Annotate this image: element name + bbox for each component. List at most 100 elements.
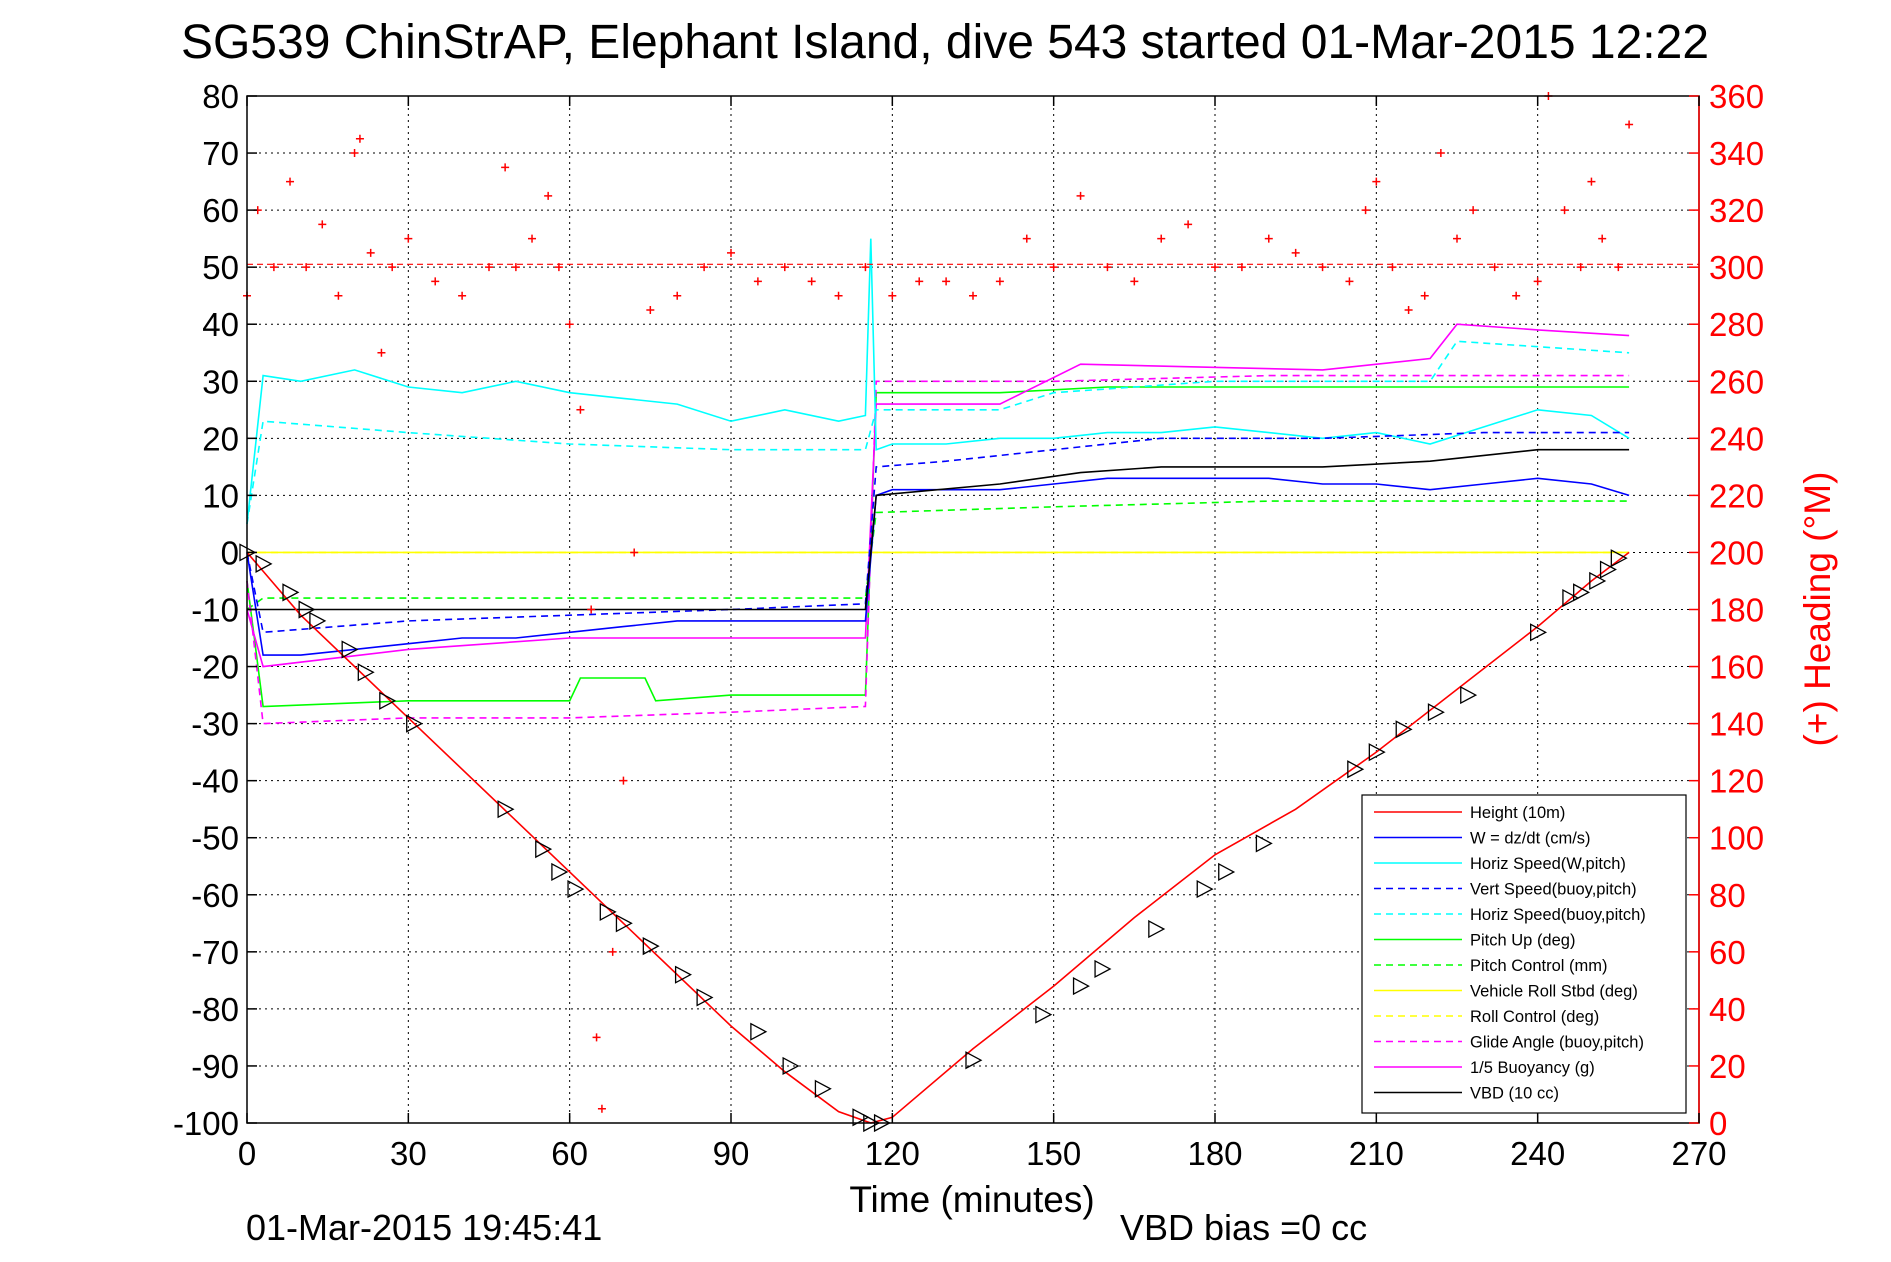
series-line-vbd: [247, 448, 1630, 611]
y-axis-left: 80 70 60 50 40 30 20 10 0 -10 -20 -30 -40 -50 -60 -70 -8…: [173, 78, 257, 1142]
heading-point: [1076, 191, 1085, 200]
heading-point: [1184, 220, 1193, 229]
y-right-tick-label: 260: [1709, 363, 1764, 400]
heading-point: [565, 320, 574, 329]
height-marker: [750, 1022, 768, 1041]
y-right-tick-label: 20: [1709, 1048, 1746, 1085]
x-tick-label: 30: [390, 1135, 427, 1172]
height-marker: [551, 862, 569, 882]
heading-point: [501, 163, 510, 172]
x-tick-label: 0: [238, 1135, 256, 1172]
height-marker: [1427, 703, 1445, 722]
y-tick-label: -40: [191, 763, 239, 800]
height-marker: [1460, 685, 1478, 705]
y-tick-label: 50: [202, 249, 239, 286]
heading-point: [673, 291, 682, 300]
series-line-horiz_speed_w: [246, 238, 1630, 524]
heading-layer: [243, 92, 1699, 1113]
y-axis-right: 3603403203002802602402202001801601401201…: [1689, 78, 1764, 1142]
heading-point: [576, 405, 585, 414]
legend-label: Pitch Control (mm): [1470, 957, 1608, 975]
legend-label: W = dz/dt (cm/s): [1470, 830, 1591, 848]
y-right-tick-label: 40: [1709, 991, 1746, 1028]
height-marker: [298, 600, 316, 619]
height-marker: [1255, 834, 1273, 853]
heading-point: [753, 277, 762, 286]
heading-point: [1614, 263, 1623, 272]
heading-point: [544, 191, 553, 200]
heading-point: [1587, 177, 1596, 186]
y-right-tick-label: 300: [1709, 249, 1764, 286]
height-marker: [696, 988, 714, 1007]
height-marker: [615, 914, 633, 933]
y-tick-label: -60: [191, 877, 239, 914]
heading-point: [1420, 291, 1429, 300]
y-right-tick-label: 100: [1709, 820, 1764, 857]
heading-point: [587, 605, 596, 614]
heading-point: [1318, 263, 1327, 272]
footer-timestamp: 01-Mar-2015 19:45:41: [246, 1207, 602, 1248]
heading-point: [834, 291, 843, 300]
x-tick-label: 270: [1671, 1135, 1726, 1172]
heading-point: [334, 291, 343, 300]
heading-point: [592, 1033, 601, 1042]
heading-point: [619, 776, 628, 785]
height-marker: [1573, 583, 1591, 602]
legend-label: Glide Angle (buoy,pitch): [1470, 1034, 1644, 1052]
heading-point: [630, 548, 639, 557]
heading-point: [554, 263, 563, 272]
legend-label: VBD (10 cc): [1470, 1085, 1559, 1103]
heading-point: [1436, 149, 1445, 158]
heading-point: [366, 248, 375, 257]
y-tick-label: 30: [202, 363, 239, 400]
series-line-buoyancy: [246, 323, 1630, 668]
legend-label: Roll Control (deg): [1470, 1008, 1599, 1026]
x-tick-label: 60: [551, 1135, 588, 1172]
x-tick-label: 180: [1187, 1135, 1242, 1172]
heading-point: [511, 263, 520, 272]
y-right-tick-label: 320: [1709, 192, 1764, 229]
heading-point: [597, 1104, 606, 1113]
series-layer: [246, 238, 1630, 1124]
height-marker: [642, 937, 660, 956]
heading-point: [1453, 234, 1461, 243]
heading-point: [1560, 206, 1569, 215]
series-line-horiz_speed_buoy: [246, 340, 1630, 525]
height-marker: [1610, 549, 1628, 568]
legend-label: Pitch Up (deg): [1470, 932, 1575, 950]
heading-point: [350, 149, 359, 158]
y-tick-label: -30: [191, 706, 239, 743]
heading-point: [1533, 277, 1542, 286]
height-marker: [1035, 1005, 1053, 1024]
legend-label: Vehicle Roll Stbd (deg): [1470, 983, 1638, 1001]
height-marker: [567, 879, 585, 899]
heading-point: [1490, 263, 1499, 272]
height-marker: [965, 1051, 983, 1070]
y-tick-label: 10: [202, 477, 239, 514]
heading-point: [1469, 206, 1478, 215]
x-tick-label: 150: [1026, 1135, 1081, 1172]
height-marker: [1395, 720, 1413, 739]
series-line-pitch_up: [246, 386, 1630, 708]
heading-point: [1361, 206, 1370, 215]
heading-point: [485, 263, 493, 272]
y-right-tick-label: 0: [1709, 1105, 1727, 1142]
heading-point: [1576, 263, 1585, 272]
y-tick-label: -10: [191, 592, 239, 629]
legend-label: 1/5 Buoyancy (g): [1470, 1059, 1595, 1077]
y-tick-label: 0: [221, 534, 239, 571]
series-line-pitch_control: [246, 500, 1630, 611]
series-line-w: [246, 477, 1630, 656]
heading-point: [1625, 120, 1634, 129]
height-marker: [1347, 760, 1365, 779]
heading-point: [861, 263, 870, 272]
heading-point: [1512, 291, 1521, 300]
heading-point: [1022, 234, 1031, 243]
y-right-tick-label: 200: [1709, 534, 1764, 571]
heading-point: [1211, 263, 1219, 272]
height-marker: [341, 640, 359, 659]
x-tick-label: 120: [865, 1135, 920, 1172]
height-marker: [674, 965, 692, 984]
heading-point: [700, 263, 709, 272]
